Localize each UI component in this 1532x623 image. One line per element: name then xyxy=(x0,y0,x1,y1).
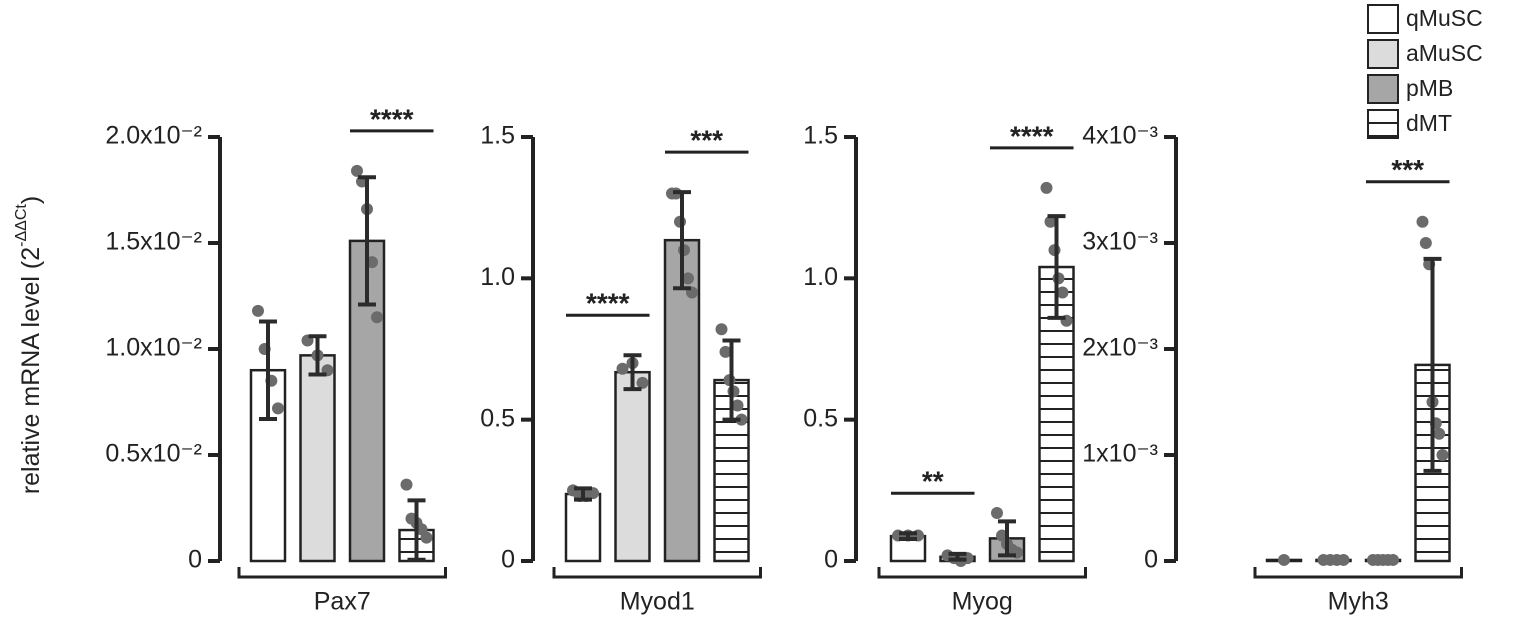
data-point xyxy=(1433,427,1446,440)
legend-label: pMB xyxy=(1406,75,1453,101)
data-point xyxy=(1040,181,1053,194)
bar xyxy=(299,354,336,563)
error-bar xyxy=(407,498,426,562)
data-point xyxy=(420,531,433,544)
y-tick-label: 1.5 xyxy=(803,122,838,150)
data-point xyxy=(252,304,264,317)
y-axis-title-main: relative mRNA level (2 xyxy=(17,247,45,494)
data-point xyxy=(1436,449,1449,461)
data-point xyxy=(735,413,748,426)
data-point xyxy=(719,345,732,358)
y-tick-label: 1.5x10⁻² xyxy=(105,228,202,256)
data-point xyxy=(731,399,744,412)
error-bar xyxy=(673,190,691,291)
y-tick-label: 0 xyxy=(1144,546,1158,574)
legend-swatch xyxy=(1367,74,1399,104)
error-bar xyxy=(259,319,277,421)
y-axis-title-sup: -ΔΔCt xyxy=(13,204,30,247)
error-bar xyxy=(358,175,376,307)
data-point xyxy=(1416,215,1429,228)
y-tick-label: 2.0x10⁻² xyxy=(105,122,202,150)
y-axis-title-end: ) xyxy=(17,196,45,204)
error-bar xyxy=(1047,214,1066,320)
significance-label: **** xyxy=(586,288,630,319)
y-axis-title: relative mRNA level (2-ΔΔCt) xyxy=(13,196,44,494)
data-point xyxy=(371,311,383,324)
data-point xyxy=(715,323,728,336)
data-point xyxy=(400,478,413,491)
y-tick-label: 0 xyxy=(824,546,838,574)
y-tick-label: 1.5 xyxy=(480,122,515,150)
error-bar xyxy=(998,519,1016,558)
bar xyxy=(614,370,651,563)
y-tick-label: 1.0 xyxy=(480,263,515,291)
data-point xyxy=(1387,553,1399,566)
y-tick-label: 0.5 xyxy=(803,404,838,432)
error-bar xyxy=(574,486,592,502)
legend-swatch xyxy=(1367,109,1399,139)
data-point xyxy=(682,272,694,285)
legend-swatch xyxy=(1367,4,1399,34)
data-point xyxy=(1056,286,1069,299)
data-point xyxy=(1044,215,1057,228)
y-tick-label: 1.0x10⁻² xyxy=(105,334,202,362)
error-bar xyxy=(308,334,327,377)
error-bar xyxy=(948,551,967,562)
significance-label: *** xyxy=(1391,154,1424,185)
x-axis-label: Myog xyxy=(952,588,1013,616)
y-tick-label: 1.0 xyxy=(803,263,838,291)
y-tick-label: 0.5 xyxy=(480,404,515,432)
category-bracket xyxy=(237,567,447,579)
data-point xyxy=(636,376,649,389)
bar xyxy=(348,239,386,563)
legend-label: qMuSC xyxy=(1406,5,1483,31)
legend-swatch xyxy=(1367,39,1399,69)
data-point xyxy=(351,164,363,177)
data-point xyxy=(1337,553,1350,566)
x-axis-label: Pax7 xyxy=(314,588,371,616)
y-tick-label: 4x10⁻³ xyxy=(1082,122,1158,150)
significance-label: ** xyxy=(922,466,944,497)
x-axis-label: Myh3 xyxy=(1328,588,1389,616)
data-point xyxy=(272,402,284,415)
significance-label: **** xyxy=(370,103,414,134)
data-point xyxy=(991,506,1003,519)
legend-label: aMuSC xyxy=(1406,40,1483,66)
y-tick-label: 3x10⁻³ xyxy=(1082,228,1158,256)
y-tick-label: 1x10⁻³ xyxy=(1082,440,1158,468)
category-bracket xyxy=(1253,567,1463,579)
error-bar xyxy=(722,338,741,422)
error-bar xyxy=(899,531,917,541)
y-tick-label: 0 xyxy=(188,546,202,574)
data-point xyxy=(1419,237,1432,249)
data-point xyxy=(616,362,629,375)
y-tick-label: 0.5x10⁻² xyxy=(105,440,202,468)
x-axis-label: Myod1 xyxy=(620,588,695,616)
legend-label: dMT xyxy=(1406,110,1452,136)
error-bar xyxy=(623,353,642,392)
y-tick-label: 0 xyxy=(501,546,515,574)
error-bar xyxy=(1423,256,1442,473)
category-bracket xyxy=(552,567,762,579)
significance-label: **** xyxy=(1010,120,1054,151)
significance-label: *** xyxy=(690,125,723,156)
category-bracket xyxy=(877,567,1087,579)
y-tick-label: 2x10⁻³ xyxy=(1082,334,1158,362)
bar xyxy=(564,492,602,563)
data-point xyxy=(1278,553,1290,566)
